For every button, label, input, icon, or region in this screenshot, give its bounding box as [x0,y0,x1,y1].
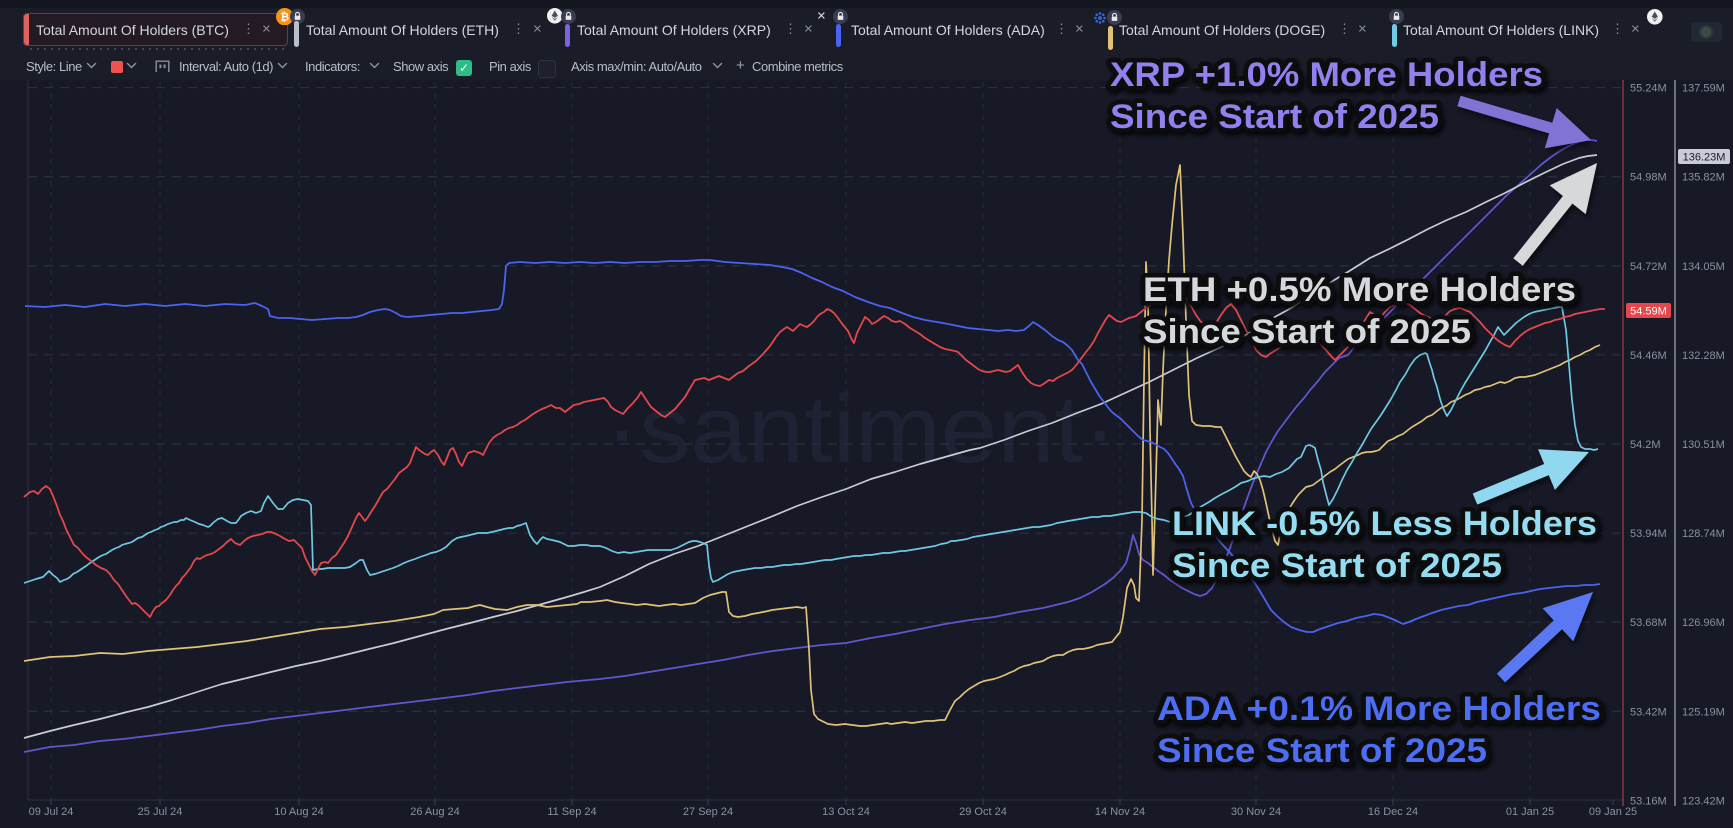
svg-text:14 Nov 24: 14 Nov 24 [1095,806,1145,818]
svg-text:125.19M: 125.19M [1682,706,1725,718]
svg-text:53.42M: 53.42M [1630,706,1667,718]
svg-text:134.05M: 134.05M [1682,261,1725,273]
svg-text:11 Sep 24: 11 Sep 24 [547,806,596,818]
svg-text:Since Start of 2025: Since Start of 2025 [1157,732,1487,770]
svg-text:ETH +0.5% More Holders: ETH +0.5% More Holders [1143,271,1576,309]
svg-text:Since Start of 2025: Since Start of 2025 [1110,98,1439,136]
svg-text:123.42M: 123.42M [1682,795,1725,807]
svg-text:135.82M: 135.82M [1682,172,1725,184]
svg-text:09 Jan 25: 09 Jan 25 [1589,806,1637,818]
svg-text:55.24M: 55.24M [1630,83,1667,95]
svg-text:53.94M: 53.94M [1630,528,1667,540]
svg-text:128.74M: 128.74M [1682,528,1725,540]
svg-text:13 Oct 24: 13 Oct 24 [822,806,870,818]
svg-text:10 Aug 24: 10 Aug 24 [274,806,324,818]
svg-text:54.2M: 54.2M [1630,439,1661,451]
svg-text:ADA +0.1% More Holders: ADA +0.1% More Holders [1157,690,1601,728]
svg-text:136.23M: 136.23M [1683,152,1726,164]
svg-text:26 Aug 24: 26 Aug 24 [410,806,460,818]
svg-text:132.28M: 132.28M [1682,350,1725,362]
svg-text:01 Jan 25: 01 Jan 25 [1506,806,1554,818]
svg-text:53.68M: 53.68M [1630,617,1667,629]
svg-text:Since Start of 2025: Since Start of 2025 [1172,547,1502,585]
svg-text:30 Nov 24: 30 Nov 24 [1231,806,1281,818]
svg-text:LINK -0.5% Less Holders: LINK -0.5% Less Holders [1172,505,1597,543]
svg-text:09 Jul 24: 09 Jul 24 [29,806,74,818]
svg-text:25 Jul 24: 25 Jul 24 [138,806,183,818]
svg-text:54.98M: 54.98M [1630,172,1667,184]
svg-text:126.96M: 126.96M [1682,617,1725,629]
svg-text:54.59M: 54.59M [1630,306,1667,318]
svg-text:29 Oct 24: 29 Oct 24 [959,806,1007,818]
svg-text:XRP +1.0% More Holders: XRP +1.0% More Holders [1110,56,1543,94]
svg-text:54.46M: 54.46M [1630,350,1667,362]
svg-text:137.59M: 137.59M [1682,83,1725,95]
svg-text:Since Start of 2025: Since Start of 2025 [1143,313,1471,351]
svg-text:54.72M: 54.72M [1630,261,1667,273]
svg-text:53.16M: 53.16M [1630,795,1667,807]
svg-text:16 Dec 24: 16 Dec 24 [1368,806,1418,818]
svg-text:₿: ₿ [280,11,289,23]
svg-text:27 Sep 24: 27 Sep 24 [683,806,733,818]
svg-text:·santiment·: ·santiment· [605,376,1117,483]
svg-text:130.51M: 130.51M [1682,439,1725,451]
